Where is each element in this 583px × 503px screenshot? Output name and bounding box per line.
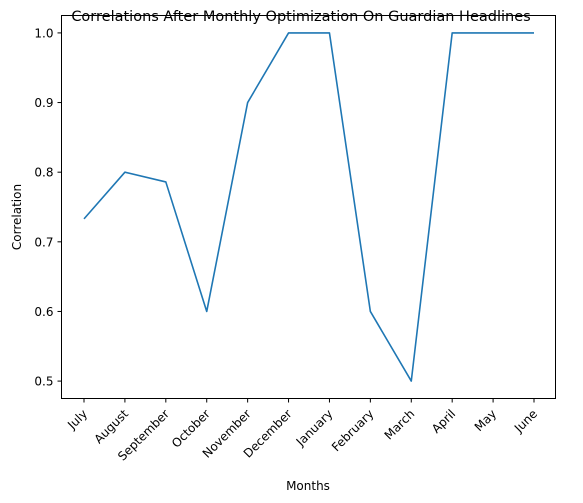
x-tick-label: August — [91, 407, 131, 447]
y-axis-label: Correlation — [10, 184, 24, 250]
x-tick-label: March — [382, 407, 418, 443]
plot-frame — [61, 15, 556, 399]
x-tick-label: June — [511, 407, 540, 436]
y-tick-label: 0.5 — [34, 375, 53, 389]
y-tick-label: 0.6 — [34, 305, 53, 319]
y-tick-label: 0.9 — [34, 96, 53, 110]
series-lines — [83, 32, 534, 382]
y-tick-label: 1.0 — [34, 26, 53, 40]
y-tick-label: 0.8 — [34, 166, 53, 180]
x-tick-label: April — [429, 407, 458, 436]
x-tick-label: May — [472, 407, 499, 434]
y-tick-label: 0.7 — [34, 235, 53, 249]
y-axis: 0.5 0.6 0.7 0.8 0.9 1.0 — [34, 26, 62, 389]
plot-area: 0.5 0.6 0.7 0.8 0.9 1.0 July AugustSeptemberOc… — [34, 15, 556, 464]
x-axis-label: Months — [286, 479, 330, 493]
x-axis: July AugustSeptemberOctoberNovemberDecemb… — [64, 398, 540, 464]
x-tick-label: July — [64, 407, 90, 433]
chart-title: Correlations After Monthly Optimization … — [71, 9, 530, 25]
x-tick-label: February — [329, 407, 377, 455]
series-line-0 — [83, 32, 534, 382]
